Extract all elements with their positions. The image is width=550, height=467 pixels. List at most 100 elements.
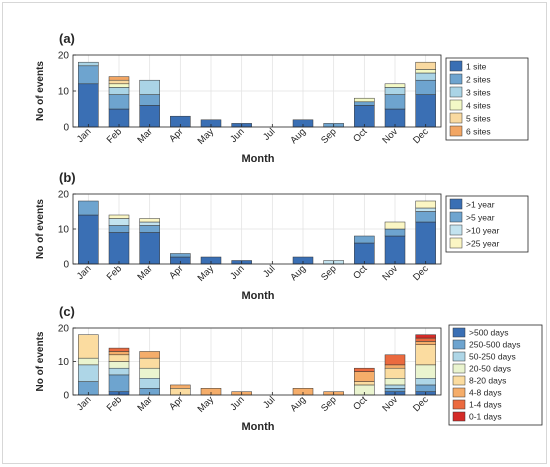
bar-segment <box>139 105 160 128</box>
bar-segment <box>415 207 436 212</box>
legend-label: 2 sites <box>466 75 491 85</box>
x-tick-label: Oct <box>351 394 369 412</box>
y-axis-title: No of events <box>35 199 46 259</box>
bar-segment <box>384 235 406 265</box>
bar-segment <box>415 364 436 379</box>
legend-swatch <box>452 411 466 422</box>
legend-label: >5 year <box>466 213 495 223</box>
x-tick-label: Jun <box>228 394 247 413</box>
bar-segment <box>78 65 99 85</box>
bar-segment <box>415 69 436 74</box>
bar-segment <box>354 381 375 386</box>
x-tick-label: Jun <box>228 263 247 282</box>
legend-swatch <box>452 351 466 362</box>
x-tick-label: Mar <box>135 394 154 413</box>
bar-segment <box>384 94 406 110</box>
legend-swatch <box>452 339 466 350</box>
bar-segment <box>354 101 375 106</box>
x-tick-label: Apr <box>167 126 185 144</box>
bar-segment <box>384 221 406 230</box>
x-tick-label: Aug <box>288 126 308 146</box>
bar-segment <box>139 79 160 95</box>
panel-label: (b) <box>59 170 76 185</box>
x-tick-label: Jul <box>261 126 277 142</box>
bar-segment <box>354 367 375 372</box>
x-tick-label: Sep <box>319 126 339 146</box>
y-tick-label: 10 <box>58 225 70 236</box>
bar-segment <box>139 232 160 265</box>
legend-label: >10 year <box>466 226 499 236</box>
x-tick-label: Oct <box>351 126 369 144</box>
x-axis-title: Month <box>242 421 275 433</box>
bar-segment <box>384 378 406 386</box>
bar-segment <box>384 367 406 379</box>
bar-segment <box>108 214 130 219</box>
legend-swatch <box>449 73 463 85</box>
bar-segment <box>384 354 406 366</box>
x-tick-label: Jan <box>75 394 94 413</box>
bar-segment <box>415 72 436 81</box>
bar-segment <box>139 94 160 106</box>
bar-segment <box>354 105 375 128</box>
bar-segment <box>415 337 436 342</box>
bar-segment <box>78 357 99 366</box>
legend-swatch <box>449 99 463 111</box>
x-tick-label: Nov <box>380 126 400 146</box>
legend-swatch <box>449 224 463 236</box>
legend: >500 days 250-500 days 50-250 days 20-50 da… <box>448 324 543 426</box>
bar-segment <box>139 351 160 359</box>
legend: >1 year >5 year >10 year >25 year <box>445 195 529 253</box>
bar-segment <box>415 211 436 223</box>
bar-segment <box>108 361 130 369</box>
bar-segment <box>78 334 99 359</box>
legend-swatch <box>449 198 463 210</box>
y-tick-label: 10 <box>58 87 70 98</box>
legend-swatch <box>452 327 466 338</box>
panel-3: (c) 0 10 20 Jan Feb Mar Apr May Jun Jul Aug Sep Oct No… <box>35 304 543 433</box>
bar-segment <box>415 334 436 339</box>
x-tick-label: May <box>196 126 217 147</box>
y-tick-label: 20 <box>58 324 70 335</box>
x-tick-label: Jan <box>75 263 94 282</box>
bar-segment <box>415 61 436 70</box>
legend-swatch <box>449 211 463 223</box>
legend-swatch <box>449 237 463 249</box>
x-tick-label: Dec <box>411 394 431 414</box>
bar-segment <box>139 378 160 389</box>
bar-segment <box>415 344 436 366</box>
bar-segment <box>108 94 130 110</box>
legend-label: >1 year <box>466 200 495 210</box>
y-tick-label: 0 <box>63 391 69 402</box>
x-tick-label: Nov <box>380 394 400 414</box>
bar-segment <box>384 388 406 392</box>
bar-segment <box>384 364 406 369</box>
bar-segment <box>415 384 436 392</box>
legend-label: 4-8 days <box>469 388 502 398</box>
x-tick-label: Dec <box>411 126 431 146</box>
bar-segment <box>108 354 130 362</box>
y-tick-label: 20 <box>58 190 70 201</box>
bar-segment <box>108 218 130 226</box>
y-axis-title: No of events <box>35 331 46 391</box>
legend-label: 4 sites <box>466 101 491 111</box>
figure: (a) 0 10 20 Jan Feb Mar Apr May Jun Jul Aug Sep Oct No… <box>35 31 543 433</box>
bar-segment <box>415 200 436 209</box>
legend-swatch <box>449 60 463 72</box>
x-tick-label: Oct <box>351 263 369 281</box>
x-tick-label: Jul <box>261 263 277 279</box>
bar-segment <box>415 221 436 265</box>
bar-segment <box>415 94 436 128</box>
panel-2: (b) 0 10 20 Jan Feb Mar Apr May Jun Jul Aug Sep Oct No… <box>35 170 529 302</box>
bar-segment <box>384 228 406 237</box>
x-tick-label: Mar <box>135 126 154 145</box>
panel-label: (a) <box>59 31 75 46</box>
bar-segment <box>108 83 130 88</box>
x-tick-label: Aug <box>288 394 308 414</box>
bar-segment <box>78 200 99 216</box>
bar-segment <box>139 218 160 223</box>
x-tick-label: Apr <box>167 263 185 281</box>
x-axis-title: Month <box>242 290 275 302</box>
bar-segment <box>354 371 375 382</box>
legend-label: 1-4 days <box>469 400 502 410</box>
